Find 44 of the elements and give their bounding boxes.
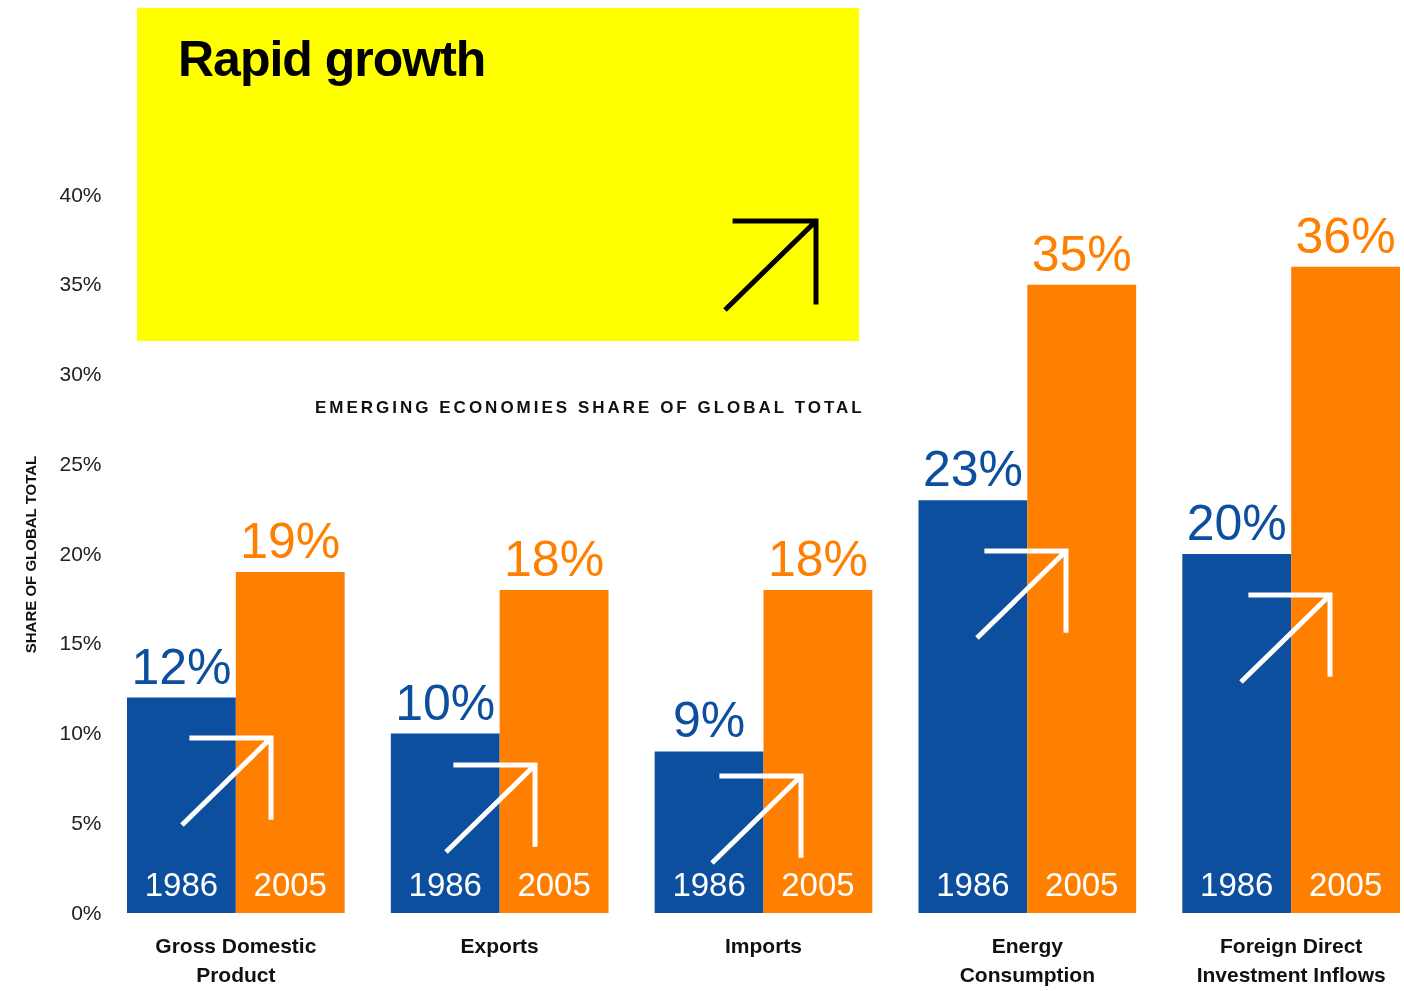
x-tick-label: Exports bbox=[460, 933, 539, 957]
y-axis-title: SHARE OF GLOBAL TOTAL bbox=[22, 455, 40, 654]
data-label: 10% bbox=[395, 674, 496, 731]
chart-title: Rapid growth bbox=[178, 30, 486, 88]
text: 1986 bbox=[408, 866, 482, 903]
x-tick-label: Imports bbox=[724, 933, 803, 957]
bar bbox=[763, 589, 873, 913]
y-tick-label: 35% bbox=[59, 272, 102, 296]
data-label: 18% bbox=[504, 530, 605, 587]
text: 1986 bbox=[936, 866, 1010, 903]
text: 1986 bbox=[672, 866, 746, 903]
text: EMERGING ECONOMIES SHARE OF GLOBAL TOTAL bbox=[315, 398, 865, 418]
text: 2005 bbox=[517, 866, 591, 903]
y-tick-label: 20% bbox=[59, 541, 102, 565]
y-tick-label: 5% bbox=[71, 810, 102, 834]
text: 2005 bbox=[1308, 866, 1383, 903]
text: 2005 bbox=[1045, 866, 1119, 903]
data-label: 23% bbox=[922, 441, 1023, 498]
bar bbox=[1291, 266, 1400, 913]
data-label: 35% bbox=[1031, 225, 1132, 282]
y-tick-label: 15% bbox=[59, 631, 102, 655]
data-label: 19% bbox=[240, 512, 341, 569]
bar bbox=[235, 571, 345, 913]
data-label: 20% bbox=[1186, 495, 1287, 551]
x-tick-label: Energy Consumption bbox=[959, 933, 1095, 986]
data-label: 36% bbox=[1295, 207, 1396, 264]
data-label: 9% bbox=[672, 692, 746, 749]
x-tick-label: Foreign Direct Investment Inflows bbox=[1196, 933, 1386, 986]
x-tick-label: Gross Domestic Product bbox=[155, 933, 317, 986]
data-label: 18% bbox=[767, 530, 868, 587]
bar bbox=[499, 589, 609, 913]
y-tick-label: 0% bbox=[71, 900, 102, 924]
bar bbox=[918, 500, 1028, 913]
series-label: 2005 bbox=[253, 866, 327, 903]
y-tick-label: 10% bbox=[59, 721, 102, 744]
bar bbox=[1182, 554, 1292, 913]
bar bbox=[1027, 284, 1137, 913]
y-tick-label: 25% bbox=[59, 451, 102, 475]
text: 2005 bbox=[781, 866, 855, 903]
series-label: 1986 bbox=[144, 866, 219, 903]
text: 1986 bbox=[1200, 866, 1274, 903]
y-tick-label: 30% bbox=[59, 362, 102, 385]
y-tick-label: 40% bbox=[59, 182, 102, 206]
data-label: 12% bbox=[131, 638, 232, 695]
